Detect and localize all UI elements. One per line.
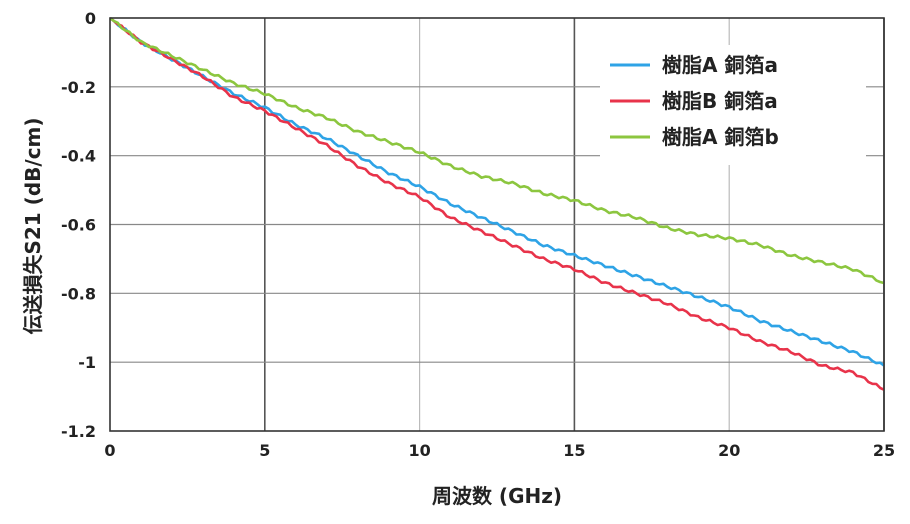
x-tick-label: 20 bbox=[718, 441, 740, 460]
x-tick-label: 0 bbox=[104, 441, 115, 460]
tick-layer: 0 5 10 15 20 25 0 -0.2 -0.4 -0.6 -0.8 -1 -1.2 bbox=[61, 9, 895, 460]
y-axis-title: 伝送損失S21 (dB/cm) bbox=[21, 117, 45, 334]
y-tick-label: -1 bbox=[78, 353, 96, 372]
x-tick-label: 25 bbox=[873, 441, 895, 460]
series-line-1 bbox=[109, 16, 885, 367]
legend: 樹脂A 銅箔a 樹脂B 銅箔a 樹脂A 銅箔b bbox=[600, 45, 866, 165]
legend-label: 樹脂B 銅箔a bbox=[662, 89, 778, 113]
plot-frame bbox=[109, 17, 885, 432]
y-tick-label: -0.4 bbox=[61, 147, 96, 166]
y-tick-label: -0.8 bbox=[61, 284, 96, 303]
y-tick-label: -1.2 bbox=[61, 422, 96, 441]
legend-label: 樹脂A 銅箔b bbox=[662, 125, 779, 149]
y-tick-label: -0.2 bbox=[61, 78, 96, 97]
frame-layer bbox=[109, 17, 885, 432]
legend-label: 樹脂A 銅箔a bbox=[662, 53, 778, 77]
x-tick-label: 10 bbox=[408, 441, 430, 460]
x-tick-label: 5 bbox=[259, 441, 270, 460]
y-tick-label: 0 bbox=[85, 9, 96, 28]
series-layer bbox=[109, 16, 885, 391]
series-line-3 bbox=[109, 16, 885, 285]
y-tick-label: -0.6 bbox=[61, 216, 96, 235]
x-axis-title: 周波数 (GHz) bbox=[432, 484, 562, 508]
series-line-2 bbox=[109, 16, 885, 391]
x-tick-label: 15 bbox=[563, 441, 585, 460]
